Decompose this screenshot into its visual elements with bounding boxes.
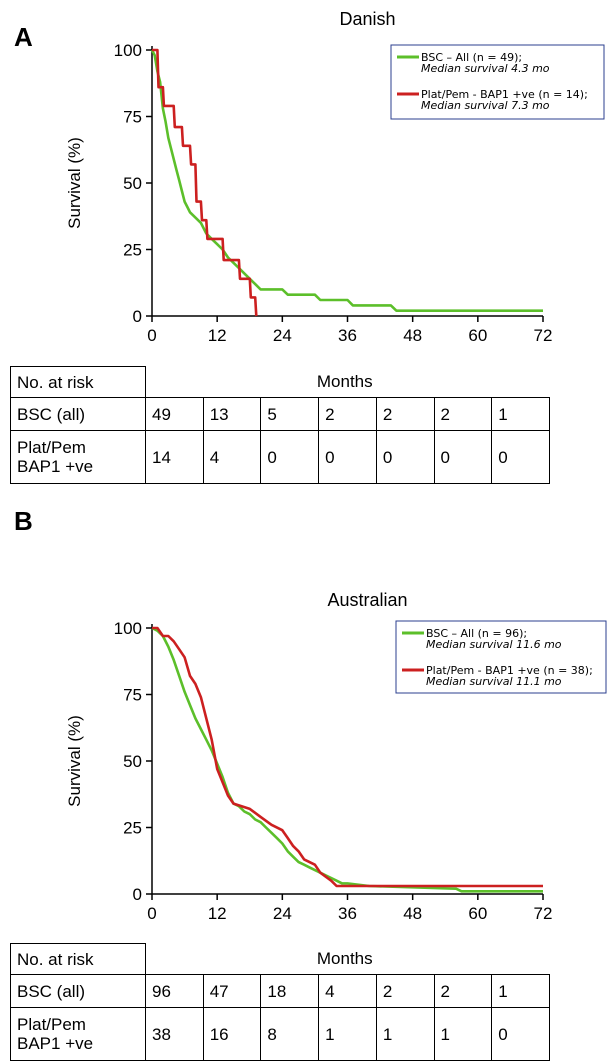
x-tick-label: 12 — [208, 326, 227, 345]
y-tick-label: 25 — [123, 819, 142, 838]
risk-cell: 2 — [375, 397, 435, 431]
risk-cell: 0 — [491, 1007, 550, 1061]
y-tick-label: 25 — [123, 241, 142, 260]
risk-row-label: Plat/Pem BAP1 +ve — [10, 430, 146, 484]
y-tick-label: 100 — [114, 41, 142, 60]
x-tick-label: 60 — [468, 326, 487, 345]
risk-table-danish: No. at risk Months BSC (all) 49 13 5 2 2… — [10, 366, 550, 484]
risk-row-label-line2: BAP1 +ve — [17, 457, 94, 476]
risk-table-australian: No. at risk Months BSC (all) 96 47 18 4 … — [10, 943, 550, 1061]
survival-chart-danish: Danish 0 25 50 75 100 0 12 24 36 48 60 72 Survival (%… — [65, 9, 605, 345]
risk-cell: 96 — [145, 974, 204, 1008]
risk-row-label-line2: BAP1 +ve — [17, 1034, 94, 1053]
x-tick-label: 48 — [403, 904, 422, 923]
risk-cell: 16 — [202, 1007, 262, 1061]
legend-entry-name: Plat/Pem - BAP1 +ve (n = 14); — [421, 88, 588, 101]
x-tick-label: 0 — [147, 904, 156, 923]
y-axis-label: Survival (%) — [65, 715, 84, 807]
chart-title: Danish — [339, 9, 395, 29]
y-tick-label: 100 — [114, 619, 142, 638]
risk-row-platpem: Plat/Pem BAP1 +ve 14 4 0 0 0 0 0 — [10, 430, 550, 484]
y-tick-label: 50 — [123, 752, 142, 771]
risk-cell: 1 — [491, 397, 550, 431]
risk-cell: 2 — [375, 974, 435, 1008]
risk-cell: 47 — [202, 974, 262, 1008]
risk-cell: 0 — [375, 430, 435, 484]
x-tick-label: 72 — [534, 326, 553, 345]
risk-table-header-label: No. at risk — [10, 943, 146, 975]
chart-title: Australian — [327, 590, 407, 610]
risk-row-label-line1: Plat/Pem — [17, 438, 86, 457]
legend-entry-name: Plat/Pem - BAP1 +ve (n = 38); — [426, 664, 593, 677]
risk-cell: 13 — [202, 397, 262, 431]
risk-cell: 4 — [318, 974, 377, 1008]
x-axis-label: Months — [145, 366, 550, 398]
risk-cell: 0 — [491, 430, 550, 484]
risk-cell: 1 — [491, 974, 550, 1008]
legend-box — [395, 620, 607, 694]
risk-cell: 14 — [145, 430, 204, 484]
risk-cell: 2 — [318, 397, 377, 431]
series-line-platpem — [152, 48, 258, 317]
y-tick-label: 0 — [133, 307, 142, 326]
y-tick-label: 50 — [123, 174, 142, 193]
legend-entry-note: Median survival 7.3 mo — [421, 99, 550, 112]
risk-table-header-label: No. at risk — [10, 366, 146, 398]
x-tick-label: 72 — [534, 904, 553, 923]
x-axis-label: Months — [145, 943, 550, 975]
risk-row-bsc: BSC (all) 96 47 18 4 2 2 1 — [10, 974, 550, 1008]
risk-row-label-line1: Plat/Pem — [17, 1015, 86, 1034]
risk-cell: 0 — [433, 430, 493, 484]
risk-cell: 4 — [202, 430, 262, 484]
legend-entry-note: Median survival 11.6 mo — [426, 638, 562, 651]
risk-cell: 1 — [318, 1007, 377, 1061]
x-tick-label: 60 — [468, 904, 487, 923]
risk-cell: 2 — [433, 397, 493, 431]
legend-box — [390, 44, 605, 120]
y-tick-label: 75 — [123, 686, 142, 705]
y-axis-label: Survival (%) — [65, 137, 84, 229]
risk-cell: 2 — [433, 974, 493, 1008]
risk-cell: 18 — [260, 974, 320, 1008]
survival-chart-australian: Australian 0 25 50 75 100 0 12 24 36 48 60 72 Surviva… — [65, 590, 607, 923]
risk-row-label: Plat/Pem BAP1 +ve — [10, 1007, 146, 1061]
risk-row-label: BSC (all) — [10, 974, 146, 1008]
risk-row-platpem: Plat/Pem BAP1 +ve 38 16 8 1 1 1 0 — [10, 1007, 550, 1061]
risk-cell: 1 — [375, 1007, 435, 1061]
risk-row-label: BSC (all) — [10, 397, 146, 431]
x-tick-label: 0 — [147, 326, 156, 345]
risk-cell: 1 — [433, 1007, 493, 1061]
x-tick-label: 36 — [338, 904, 357, 923]
series-line-bsc — [151, 626, 543, 893]
x-tick-label: 24 — [273, 904, 292, 923]
x-tick-label: 36 — [338, 326, 357, 345]
legend-entry-name: BSC – All (n = 96); — [426, 627, 527, 640]
legend-entry-note: Median survival 11.1 mo — [426, 675, 562, 688]
risk-row-bsc: BSC (all) 49 13 5 2 2 2 1 — [10, 397, 550, 431]
panel-letter-b: B — [14, 506, 33, 536]
legend-entry-name: BSC – All (n = 49); — [421, 51, 522, 64]
y-tick-label: 0 — [133, 885, 142, 904]
risk-cell: 0 — [318, 430, 377, 484]
risk-cell: 8 — [260, 1007, 320, 1061]
risk-cell: 49 — [145, 397, 204, 431]
risk-cell: 0 — [260, 430, 320, 484]
x-tick-label: 24 — [273, 326, 292, 345]
series-line-platpem — [152, 626, 543, 888]
series-line-bsc — [150, 49, 543, 312]
x-tick-label: 48 — [403, 326, 422, 345]
y-tick-label: 75 — [123, 108, 142, 127]
risk-cell: 38 — [145, 1007, 204, 1061]
legend-entry-note: Median survival 4.3 mo — [421, 62, 550, 75]
x-tick-label: 12 — [208, 904, 227, 923]
risk-cell: 5 — [260, 397, 320, 431]
panel-letter-a: A — [14, 22, 33, 52]
